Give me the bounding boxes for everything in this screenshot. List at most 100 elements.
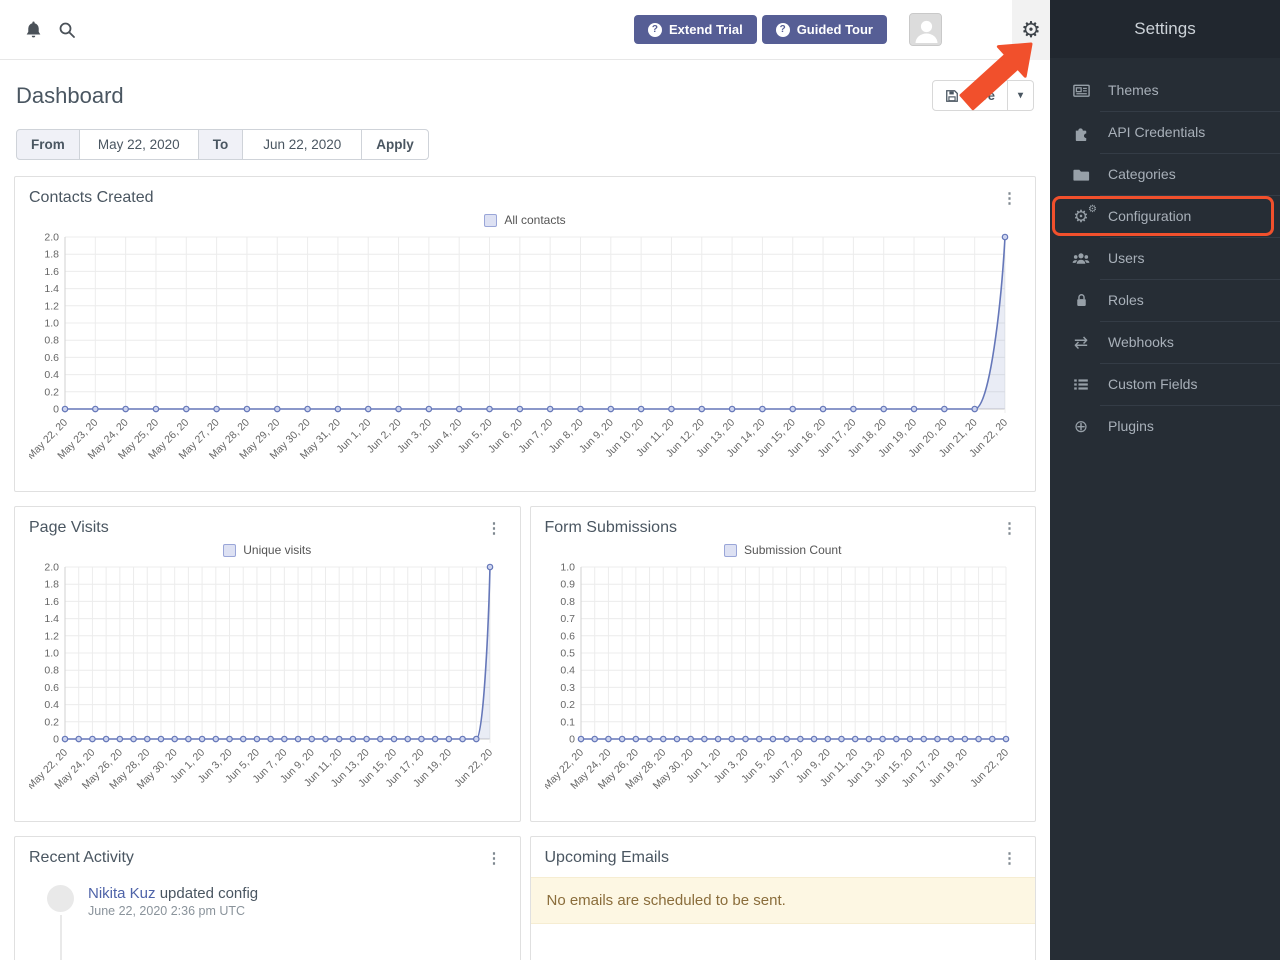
no-emails-alert: No emails are scheduled to be sent. (531, 877, 1036, 924)
legend-swatch (484, 214, 497, 227)
apply-button[interactable]: Apply (361, 129, 429, 160)
contacts-legend[interactable]: All contacts (29, 213, 1021, 227)
save-split-button: Save ▾ (932, 80, 1034, 111)
kebab-menu-icon[interactable]: ⋮ (483, 519, 506, 537)
visits-legend[interactable]: Unique visits (29, 543, 506, 557)
folder-icon (1070, 165, 1092, 184)
timeline-dot (47, 885, 74, 912)
sidebar-item-themes[interactable]: Themes (1050, 69, 1280, 111)
sidebar-item-api-credentials[interactable]: API Credentials (1050, 111, 1280, 153)
svg-text:Jun 22, 20: Jun 22, 20 (452, 747, 495, 790)
svg-text:0.6: 0.6 (560, 630, 575, 642)
sidebar-item-configuration[interactable]: ⚙⚙ Configuration (1050, 195, 1280, 237)
svg-text:Jun 22, 20: Jun 22, 20 (967, 747, 1010, 790)
activity-user-link[interactable]: Nikita Kuz (88, 885, 156, 902)
puzzle-icon (1070, 123, 1092, 142)
question-circle-icon: ? (776, 23, 790, 37)
mautic-dashboard: ? Extend Trial ? Guided Tour ⚙ Dashboard… (0, 0, 1280, 960)
svg-text:0.7: 0.7 (560, 613, 575, 625)
svg-text:1.4: 1.4 (44, 283, 59, 295)
sidebar-item-categories[interactable]: Categories (1050, 153, 1280, 195)
timeline-line (60, 915, 62, 960)
page-visits-card: Page Visits ⋮ Unique visits 00.20.40.60.… (14, 506, 521, 822)
forms-legend[interactable]: Submission Count (545, 543, 1022, 557)
exchange-icon: ⇄ (1070, 334, 1092, 351)
sidebar-item-custom-fields[interactable]: Custom Fields (1050, 363, 1280, 405)
svg-text:1.2: 1.2 (44, 300, 59, 312)
notifications-bell-icon[interactable] (16, 13, 50, 47)
svg-text:0.6: 0.6 (44, 352, 59, 364)
svg-text:1.2: 1.2 (44, 630, 59, 642)
svg-text:0.2: 0.2 (44, 386, 59, 398)
svg-text:0.8: 0.8 (560, 596, 575, 608)
sidebar-item-roles[interactable]: Roles (1050, 279, 1280, 321)
svg-text:1.8: 1.8 (44, 579, 59, 591)
svg-text:0.2: 0.2 (560, 699, 575, 711)
sidebar-item-users[interactable]: Users (1050, 237, 1280, 279)
page-visits-chart: 00.20.40.60.81.01.21.41.61.82.0May 22, 2… (29, 559, 504, 805)
sidebar-item-webhooks[interactable]: ⇄ Webhooks (1050, 321, 1280, 363)
upcoming-emails-card: Upcoming Emails ⋮ No emails are schedule… (530, 836, 1037, 960)
extend-trial-button[interactable]: ? Extend Trial (634, 15, 757, 44)
svg-text:0.3: 0.3 (560, 682, 575, 694)
search-icon[interactable] (50, 13, 84, 47)
svg-text:0.4: 0.4 (560, 665, 575, 677)
svg-text:0: 0 (53, 404, 59, 416)
contacts-created-chart: 00.20.40.60.81.01.21.41.61.82.0May 22, 2… (29, 229, 1019, 475)
kebab-menu-icon[interactable]: ⋮ (998, 189, 1021, 207)
guided-tour-button[interactable]: ? Guided Tour (762, 15, 887, 44)
cogs-icon: ⚙⚙ (1070, 208, 1092, 225)
kebab-menu-icon[interactable]: ⋮ (998, 849, 1021, 867)
question-circle-icon: ? (648, 23, 662, 37)
form-submissions-chart: 00.10.20.30.40.50.60.70.80.91.0May 22, 2… (545, 559, 1020, 805)
svg-text:0.9: 0.9 (560, 579, 575, 591)
contacts-created-card: Contacts Created ⋮ All contacts 00.20.40… (14, 176, 1036, 492)
activity-event: Nikita Kuz updated config June 22, 2020 … (47, 885, 506, 918)
svg-text:1.0: 1.0 (44, 648, 59, 660)
form-submissions-title: Form Submissions (545, 519, 677, 537)
recent-activity-title: Recent Activity (29, 849, 134, 867)
save-dropdown-button[interactable]: ▾ (1008, 80, 1034, 111)
lock-icon (1070, 291, 1092, 309)
sidebar-item-plugins[interactable]: ⊕ Plugins (1050, 405, 1280, 447)
settings-sidebar: Settings Themes API Credentials Categori… (1050, 0, 1280, 960)
upcoming-emails-title: Upcoming Emails (545, 849, 669, 867)
gear-icon: ⚙ (1021, 19, 1041, 41)
kebab-menu-icon[interactable]: ⋮ (483, 849, 506, 867)
to-label: To (198, 129, 244, 160)
page-title: Dashboard (16, 83, 124, 109)
svg-text:1.6: 1.6 (44, 266, 59, 278)
svg-text:2.0: 2.0 (44, 232, 59, 244)
user-avatar[interactable] (909, 13, 942, 46)
activity-action: updated config (156, 885, 259, 902)
svg-text:0.4: 0.4 (44, 699, 59, 711)
page-header: Dashboard Save ▾ (0, 60, 1050, 117)
svg-text:0.6: 0.6 (44, 682, 59, 694)
form-submissions-card: Form Submissions ⋮ Submission Count 0 0.1… (530, 506, 1037, 822)
chevron-down-icon: ▾ (1018, 90, 1023, 101)
svg-text:1.0: 1.0 (560, 562, 575, 574)
kebab-menu-icon[interactable]: ⋮ (998, 519, 1021, 537)
activity-timestamp: June 22, 2020 2:36 pm UTC (88, 904, 258, 918)
svg-text:0.5: 0.5 (560, 648, 575, 660)
from-label: From (16, 129, 80, 160)
settings-gear-button[interactable]: ⚙ (1012, 0, 1050, 60)
settings-sidebar-title: Settings (1050, 0, 1280, 58)
svg-text:0.8: 0.8 (44, 335, 59, 347)
legend-swatch (724, 544, 737, 557)
save-button[interactable]: Save (932, 80, 1008, 111)
svg-text:1.6: 1.6 (44, 596, 59, 608)
top-bar: ? Extend Trial ? Guided Tour ⚙ (0, 0, 1050, 60)
recent-activity-card: Recent Activity ⋮ Nikita Kuz updated con… (14, 836, 521, 960)
svg-text:0: 0 (53, 734, 59, 746)
svg-text:1.8: 1.8 (44, 249, 59, 261)
to-date-input[interactable]: Jun 22, 2020 (242, 129, 362, 160)
main-content: ? Extend Trial ? Guided Tour ⚙ Dashboard… (0, 0, 1050, 960)
svg-text:1.4: 1.4 (44, 613, 59, 625)
from-date-input[interactable]: May 22, 2020 (79, 129, 199, 160)
svg-text:0.1: 0.1 (560, 716, 575, 728)
svg-text:1.0: 1.0 (44, 318, 59, 330)
newspaper-icon (1070, 81, 1092, 100)
legend-swatch (223, 544, 236, 557)
svg-text:0: 0 (569, 734, 575, 746)
